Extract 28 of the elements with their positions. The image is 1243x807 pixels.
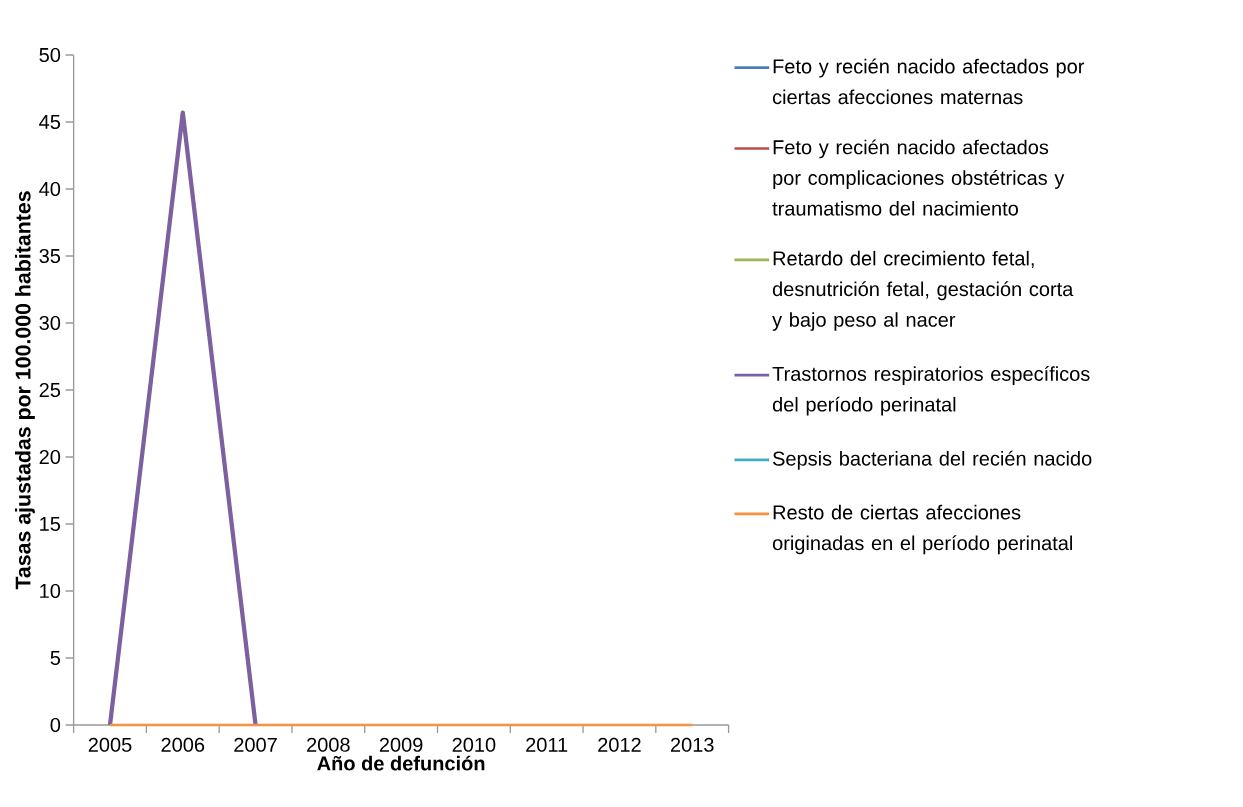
x-axis-title: Año de defunción	[317, 755, 485, 771]
x-tick-label: 2013	[670, 737, 714, 752]
y-tick-label: 25	[39, 382, 61, 398]
x-tick-label: 2012	[598, 737, 641, 752]
y-tick-label: 10	[40, 583, 61, 599]
y-tick-label: 5	[50, 651, 61, 665]
x-tick-label: 2008	[307, 737, 350, 752]
y-tick-label: 35	[39, 248, 61, 264]
legend-label: Feto y recién nacido afectados por complicaciones obstétricas y traumatismo del nacimiento	[772, 139, 1065, 216]
x-tick-label: 2011	[526, 737, 568, 752]
y-tick-label: 40	[39, 181, 61, 197]
y-tick-label: 0	[50, 717, 61, 733]
legend-label: Sepsis bacteriana del recién nacido	[772, 450, 1092, 470]
y-axis-title: Tasas ajustadas por 100.000 habitantes	[14, 191, 35, 590]
legend-label: Resto de ciertas afecciones originadas en el período perinatal	[772, 504, 1072, 555]
x-tick-label: 2010	[452, 737, 496, 752]
y-tick-label: 45	[39, 115, 61, 129]
x-tick-label: 2007	[234, 737, 277, 752]
y-tick-label: 30	[39, 315, 61, 331]
x-tick-label: 2006	[161, 737, 205, 752]
legend-label: Trastornos respiratorios específicos del período perinatal	[772, 366, 1090, 416]
x-tick-label: 2009	[379, 737, 423, 752]
x-tick-label: 2005	[88, 737, 132, 752]
y-tick-label: 20	[39, 449, 61, 465]
y-tick-label: 15	[40, 517, 61, 531]
legend-label: Retardo del crecimiento fetal, desnutrición fetal, gestación corta y bajo peso al nacer	[772, 250, 1074, 331]
y-tick-label: 50	[39, 47, 61, 63]
legend-label: Feto y recién nacido afectados por ciertas afecciones maternas	[772, 58, 1085, 105]
